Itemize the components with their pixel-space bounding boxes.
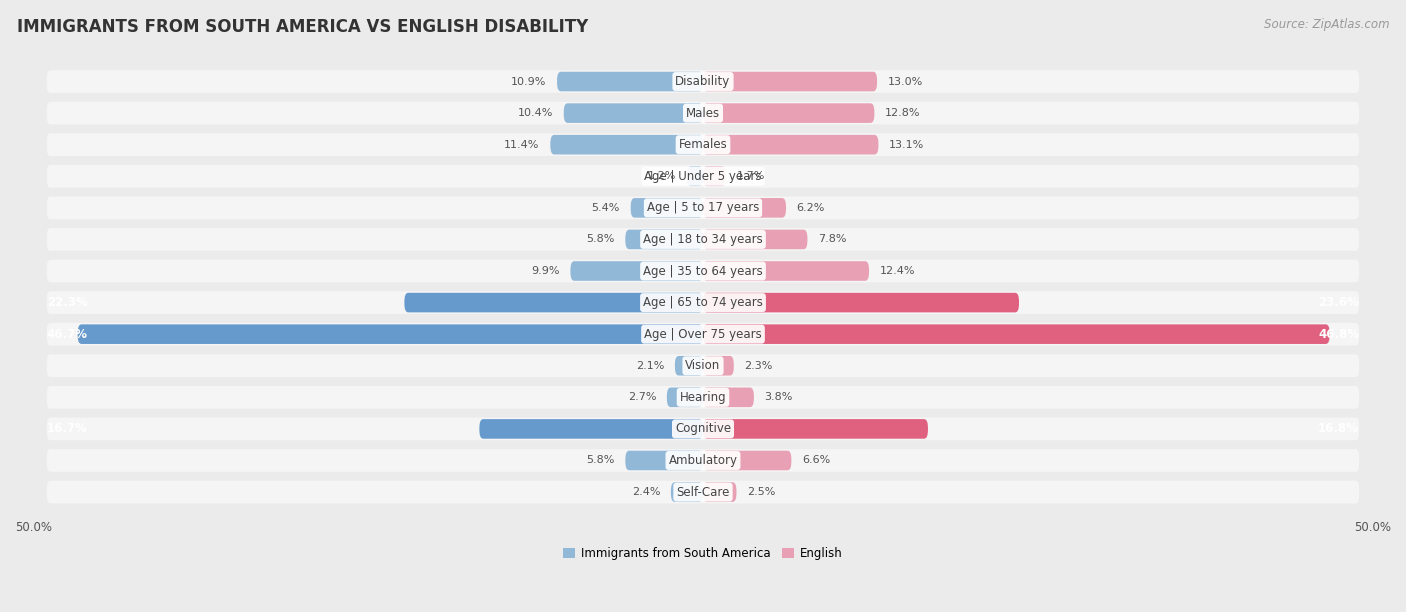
FancyBboxPatch shape: [703, 166, 725, 186]
FancyBboxPatch shape: [46, 480, 1360, 504]
FancyBboxPatch shape: [688, 166, 703, 186]
FancyBboxPatch shape: [46, 133, 1360, 156]
FancyBboxPatch shape: [703, 450, 792, 470]
Text: 22.3%: 22.3%: [46, 296, 87, 309]
Text: 9.9%: 9.9%: [531, 266, 560, 276]
Text: Source: ZipAtlas.com: Source: ZipAtlas.com: [1264, 18, 1389, 31]
Text: 5.4%: 5.4%: [592, 203, 620, 213]
FancyBboxPatch shape: [564, 103, 703, 123]
FancyBboxPatch shape: [703, 324, 1330, 344]
Text: 5.8%: 5.8%: [586, 234, 614, 244]
Text: Females: Females: [679, 138, 727, 151]
FancyBboxPatch shape: [703, 72, 877, 91]
FancyBboxPatch shape: [550, 135, 703, 154]
FancyBboxPatch shape: [703, 356, 734, 376]
Text: 16.8%: 16.8%: [1317, 422, 1360, 435]
FancyBboxPatch shape: [703, 198, 786, 218]
FancyBboxPatch shape: [46, 417, 1360, 440]
FancyBboxPatch shape: [626, 450, 703, 470]
Text: Vision: Vision: [685, 359, 721, 372]
FancyBboxPatch shape: [46, 70, 1360, 93]
Text: Age | 18 to 34 years: Age | 18 to 34 years: [643, 233, 763, 246]
Text: 1.7%: 1.7%: [737, 171, 765, 181]
Text: Self-Care: Self-Care: [676, 485, 730, 499]
FancyBboxPatch shape: [675, 356, 703, 376]
FancyBboxPatch shape: [703, 419, 928, 439]
Text: 2.3%: 2.3%: [745, 360, 773, 371]
FancyBboxPatch shape: [46, 291, 1360, 314]
Text: 2.7%: 2.7%: [627, 392, 657, 402]
FancyBboxPatch shape: [46, 323, 1360, 346]
Text: Cognitive: Cognitive: [675, 422, 731, 435]
Text: 2.1%: 2.1%: [636, 360, 664, 371]
FancyBboxPatch shape: [46, 449, 1360, 472]
Text: 5.8%: 5.8%: [586, 455, 614, 466]
FancyBboxPatch shape: [77, 324, 703, 344]
FancyBboxPatch shape: [46, 259, 1360, 282]
Text: 12.4%: 12.4%: [880, 266, 915, 276]
FancyBboxPatch shape: [666, 387, 703, 407]
Text: Males: Males: [686, 106, 720, 119]
Text: 3.8%: 3.8%: [765, 392, 793, 402]
Text: Age | 65 to 74 years: Age | 65 to 74 years: [643, 296, 763, 309]
FancyBboxPatch shape: [703, 103, 875, 123]
FancyBboxPatch shape: [626, 230, 703, 249]
Text: 6.2%: 6.2%: [797, 203, 825, 213]
FancyBboxPatch shape: [46, 228, 1360, 251]
Text: Age | Under 5 years: Age | Under 5 years: [644, 170, 762, 183]
Text: 23.6%: 23.6%: [1319, 296, 1360, 309]
FancyBboxPatch shape: [703, 482, 737, 502]
Text: 1.2%: 1.2%: [648, 171, 676, 181]
Text: 46.7%: 46.7%: [46, 327, 89, 341]
Text: Ambulatory: Ambulatory: [668, 454, 738, 467]
Text: 12.8%: 12.8%: [886, 108, 921, 118]
Text: 10.4%: 10.4%: [517, 108, 553, 118]
Text: Disability: Disability: [675, 75, 731, 88]
FancyBboxPatch shape: [46, 102, 1360, 124]
FancyBboxPatch shape: [703, 293, 1019, 312]
Text: 2.4%: 2.4%: [631, 487, 661, 497]
Text: Age | 35 to 64 years: Age | 35 to 64 years: [643, 264, 763, 277]
FancyBboxPatch shape: [703, 261, 869, 281]
Text: 10.9%: 10.9%: [510, 76, 547, 86]
FancyBboxPatch shape: [405, 293, 703, 312]
FancyBboxPatch shape: [631, 198, 703, 218]
Text: 7.8%: 7.8%: [818, 234, 846, 244]
FancyBboxPatch shape: [703, 387, 754, 407]
FancyBboxPatch shape: [46, 354, 1360, 377]
FancyBboxPatch shape: [46, 386, 1360, 409]
Text: 13.1%: 13.1%: [889, 140, 924, 150]
FancyBboxPatch shape: [571, 261, 703, 281]
FancyBboxPatch shape: [46, 165, 1360, 188]
Text: 2.5%: 2.5%: [747, 487, 776, 497]
FancyBboxPatch shape: [703, 230, 807, 249]
Text: IMMIGRANTS FROM SOUTH AMERICA VS ENGLISH DISABILITY: IMMIGRANTS FROM SOUTH AMERICA VS ENGLISH…: [17, 18, 588, 36]
Text: Age | 5 to 17 years: Age | 5 to 17 years: [647, 201, 759, 214]
Legend: Immigrants from South America, English: Immigrants from South America, English: [558, 542, 848, 565]
Text: 6.6%: 6.6%: [801, 455, 831, 466]
Text: 46.8%: 46.8%: [1317, 327, 1360, 341]
FancyBboxPatch shape: [479, 419, 703, 439]
FancyBboxPatch shape: [46, 196, 1360, 219]
FancyBboxPatch shape: [557, 72, 703, 91]
FancyBboxPatch shape: [703, 135, 879, 154]
Text: 11.4%: 11.4%: [505, 140, 540, 150]
FancyBboxPatch shape: [671, 482, 703, 502]
Text: 16.7%: 16.7%: [46, 422, 87, 435]
Text: Age | Over 75 years: Age | Over 75 years: [644, 327, 762, 341]
Text: Hearing: Hearing: [679, 391, 727, 404]
Text: 13.0%: 13.0%: [887, 76, 922, 86]
